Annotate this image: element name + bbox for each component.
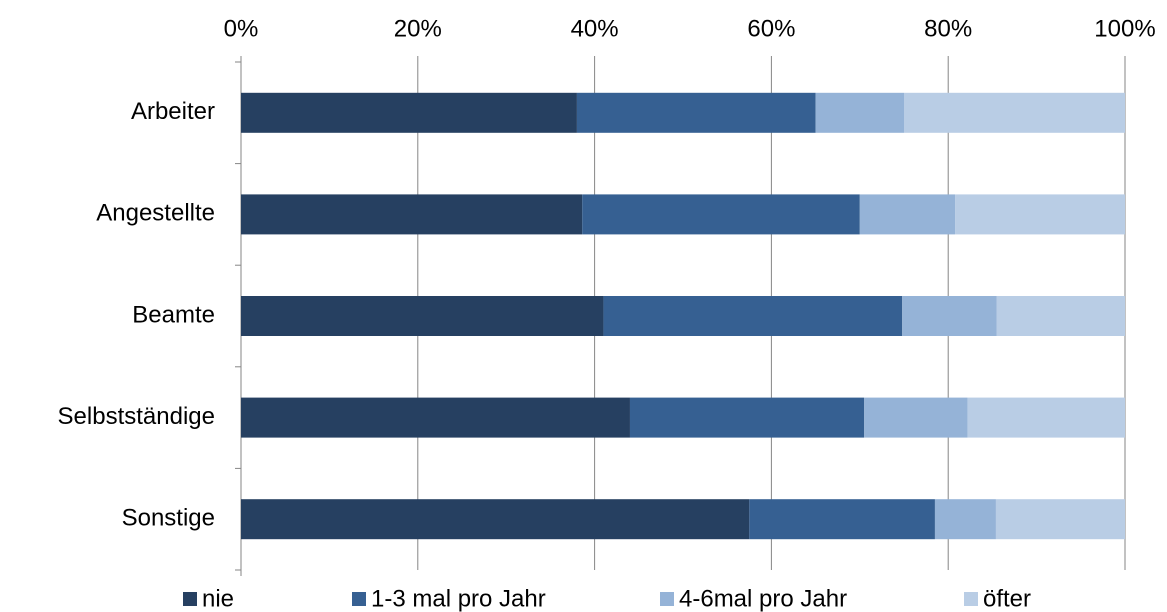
legend-label: öfter bbox=[983, 585, 1031, 612]
bar-segment bbox=[996, 296, 1125, 336]
legend-swatch bbox=[964, 592, 978, 606]
bar-segment bbox=[967, 397, 1125, 438]
y-tick-label: Selbstständige bbox=[58, 403, 215, 430]
bar-segment bbox=[749, 499, 935, 540]
bar-segment bbox=[241, 92, 577, 133]
bar-segment bbox=[859, 194, 956, 235]
bar-segment bbox=[241, 397, 630, 438]
x-tick-label: 80% bbox=[924, 15, 972, 42]
bar-segment bbox=[864, 397, 968, 438]
legend-label: 1-3 mal pro Jahr bbox=[371, 585, 546, 612]
x-tick-label: 0% bbox=[224, 15, 259, 42]
bar-segment bbox=[582, 194, 860, 235]
bar-segment bbox=[241, 296, 604, 336]
legend-swatch bbox=[660, 592, 674, 606]
bar-segment bbox=[576, 92, 816, 133]
legend-swatch bbox=[183, 592, 197, 606]
legend-label: 4-6mal pro Jahr bbox=[679, 585, 847, 612]
x-tick-label: 20% bbox=[394, 15, 442, 42]
bar-segment bbox=[629, 397, 865, 438]
bar-segment bbox=[995, 499, 1125, 540]
bar-segment bbox=[603, 296, 903, 336]
bar-segment bbox=[815, 92, 904, 133]
bar-segment bbox=[241, 194, 583, 235]
y-tick-label: Angestellte bbox=[96, 200, 215, 227]
legend-label: nie bbox=[202, 585, 234, 612]
bar-segment bbox=[934, 499, 996, 540]
x-tick-label: 60% bbox=[747, 15, 795, 42]
legend-swatch bbox=[352, 592, 366, 606]
x-tick-label: 100% bbox=[1094, 15, 1155, 42]
bar-segment bbox=[904, 92, 1125, 133]
bar-segment bbox=[902, 296, 997, 336]
y-tick-label: Arbeiter bbox=[131, 98, 215, 125]
x-tick-label: 40% bbox=[571, 15, 619, 42]
y-tick-label: Sonstige bbox=[122, 505, 215, 532]
bar-segment bbox=[955, 194, 1125, 235]
y-tick-label: Beamte bbox=[132, 301, 215, 328]
bar-segment bbox=[241, 499, 750, 540]
